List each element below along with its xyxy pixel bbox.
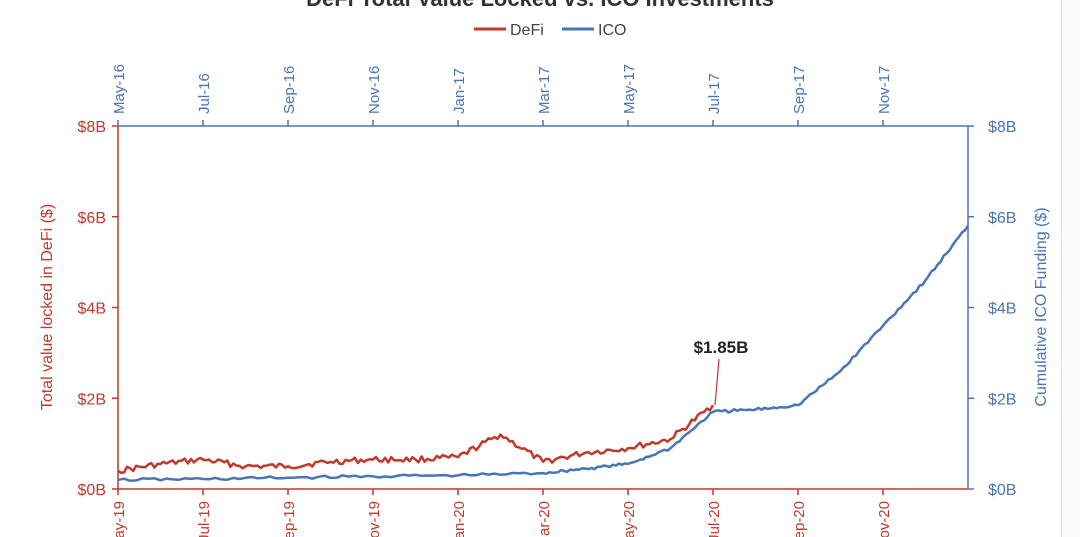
left-axis-ticks: $0B $2B $4B $6B $8B <box>78 119 118 499</box>
left-tick-label: $2B <box>78 391 106 408</box>
series-line-ico <box>117 225 970 483</box>
top-tick-label: Jan-17 <box>451 68 468 114</box>
right-tick-label: $0B <box>988 482 1016 499</box>
bottom-tick-label: Jul-20 <box>706 501 723 537</box>
bottom-axis-ticks: May-19 Jul-19 Sep-19 Nov-19 Jan-20 Mar-20 May-… <box>111 489 893 537</box>
bottom-tick-label: Jul-19 <box>196 501 213 537</box>
left-tick-label: $0B <box>78 482 106 499</box>
top-tick-label: Sep-16 <box>281 66 298 114</box>
chart-title: DeFi Total Value Locked vs. ICO Investme… <box>306 0 774 11</box>
series-layer <box>117 225 970 483</box>
top-tick-label: Nov-17 <box>876 66 893 114</box>
top-tick-label: Nov-16 <box>366 66 383 114</box>
top-tick-label: Mar-17 <box>536 66 553 114</box>
window-edge <box>1061 0 1080 537</box>
annotation-label: $1.85B <box>694 338 749 357</box>
right-tick-label: $2B <box>988 391 1016 408</box>
right-axis-title: Cumulative ICO Funding ($) <box>1033 207 1050 406</box>
top-tick-label: May-17 <box>621 64 638 114</box>
top-axis-ticks: May-16 Jul-16 Sep-16 Nov-16 Jan-17 Mar-17 May-… <box>111 64 893 126</box>
bottom-tick-label: Sep-20 <box>791 501 808 537</box>
bottom-tick-label: Jan-20 <box>451 501 468 537</box>
left-tick-label: $4B <box>78 301 106 318</box>
left-tick-label: $8B <box>78 119 106 136</box>
right-tick-label: $4B <box>988 301 1016 318</box>
right-tick-label: $8B <box>988 119 1016 136</box>
bottom-tick-label: May-19 <box>111 501 128 537</box>
top-tick-label: Sep-17 <box>791 66 808 114</box>
bottom-tick-label: May-20 <box>621 501 638 537</box>
left-axis-title: Total value locked in DeFi ($) <box>39 204 56 410</box>
top-tick-label: Jul-17 <box>706 73 723 114</box>
right-tick-label: $6B <box>988 210 1016 227</box>
top-tick-label: Jul-16 <box>196 73 213 114</box>
top-tick-label: May-16 <box>111 64 128 114</box>
legend-label-defi: DeFi <box>510 22 544 39</box>
axes <box>117 125 969 490</box>
series-line-defi <box>117 404 715 474</box>
legend-label-ico: ICO <box>598 22 626 39</box>
bottom-tick-label: Mar-20 <box>536 501 553 537</box>
right-axis-ticks: $0B $2B $4B $6B $8B <box>968 119 1016 499</box>
left-tick-label: $6B <box>78 210 106 227</box>
legend: DeFi ICO <box>474 22 626 39</box>
annotation-leader <box>714 359 720 406</box>
bottom-tick-label: Nov-19 <box>366 501 383 537</box>
bottom-tick-label: Sep-19 <box>281 501 298 537</box>
annotation-layer: $1.85B <box>694 338 749 406</box>
bottom-tick-label: Nov-20 <box>876 501 893 537</box>
